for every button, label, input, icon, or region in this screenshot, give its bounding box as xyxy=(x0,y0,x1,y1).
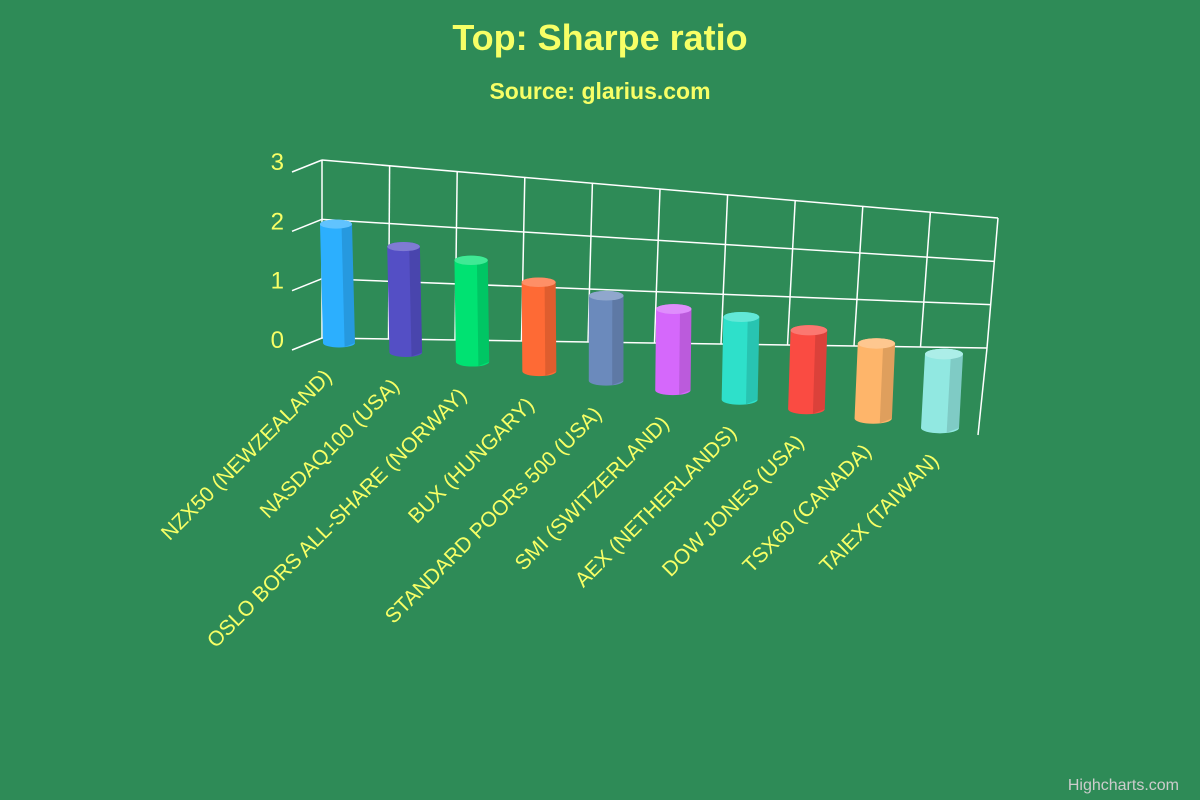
bar-body xyxy=(521,277,557,377)
bar-body xyxy=(788,325,828,415)
bar-top xyxy=(925,348,963,360)
bar[interactable] xyxy=(588,290,624,386)
bar-top xyxy=(857,338,896,349)
x-tick-label: TSX60 (CANADA) xyxy=(739,440,877,578)
bar-body xyxy=(921,348,963,434)
y-tick-label: 3 xyxy=(271,149,284,176)
bar-body xyxy=(320,219,355,348)
bar-shade xyxy=(612,295,624,386)
gridline-x-5 xyxy=(653,188,661,344)
x-tick-label: DOW JONES (USA) xyxy=(658,431,809,582)
bar-shade xyxy=(341,224,355,348)
bar[interactable] xyxy=(454,255,490,367)
bar-top-highlight xyxy=(790,325,828,336)
y-axis: 0 1 2 3 xyxy=(271,149,284,354)
bar-shade xyxy=(544,282,557,376)
bar-top xyxy=(588,290,624,301)
bar-top xyxy=(320,219,352,229)
x-tick-label: NASDAQ100 (USA) xyxy=(256,375,404,523)
gridline-x-8 xyxy=(853,206,864,347)
bar-body xyxy=(655,304,692,396)
gridline-y-ext-2 xyxy=(291,218,323,233)
bar-body xyxy=(387,242,423,358)
credit-link[interactable]: Highcharts.com xyxy=(1068,777,1179,794)
bar-top xyxy=(521,277,556,288)
bar-top xyxy=(723,311,760,323)
bar-shade xyxy=(679,309,692,395)
chart-subtitle: Source: glarius.com xyxy=(489,78,710,104)
bar-top xyxy=(790,325,828,336)
bar-top-highlight xyxy=(925,348,963,360)
x-axis: NZX50 (NEWZEALAND)NASDAQ100 (USA)OSLO BO… xyxy=(157,365,944,652)
y-tick-label: 1 xyxy=(271,268,284,295)
bar-top xyxy=(656,304,692,315)
bar-shade xyxy=(476,260,490,367)
gridline-y-ext-0 xyxy=(291,337,323,351)
gridline-x-9 xyxy=(919,212,932,348)
floor-edge xyxy=(977,347,988,436)
gridline-y-ext-1 xyxy=(291,277,323,292)
bar[interactable] xyxy=(721,311,760,405)
bar[interactable] xyxy=(521,277,557,377)
chart-title: Top: Sharpe ratio xyxy=(452,17,747,58)
bars xyxy=(320,219,963,434)
bar-body xyxy=(854,338,896,424)
bar-top-highlight xyxy=(320,219,352,229)
gridline-x-10 xyxy=(986,217,999,349)
bar-shade xyxy=(409,246,423,357)
bar-top-highlight xyxy=(454,255,488,265)
gridline-x-7 xyxy=(786,200,796,346)
bar-shade xyxy=(879,343,896,424)
bar-top-highlight xyxy=(588,290,624,301)
bar-top-highlight xyxy=(857,338,896,349)
y-tick-label: 0 xyxy=(271,327,284,354)
bar[interactable] xyxy=(921,348,963,434)
y-tick-label: 2 xyxy=(271,208,284,235)
bar-top-highlight xyxy=(656,304,692,315)
gridline-y-ext-3 xyxy=(291,159,323,173)
gridline-x-6 xyxy=(720,194,729,345)
bar-body xyxy=(721,311,760,405)
x-tick-label: SMI (SWITZERLAND) xyxy=(511,412,674,575)
bar-top-highlight xyxy=(387,242,420,252)
bar-shade xyxy=(946,354,963,433)
gridline-x-4 xyxy=(587,183,594,343)
bar-body xyxy=(588,290,624,386)
bar-shade xyxy=(812,330,828,414)
bar[interactable] xyxy=(387,242,423,358)
bar-top-highlight xyxy=(723,311,760,323)
bar[interactable] xyxy=(854,338,896,424)
bar-top xyxy=(387,242,420,252)
bar[interactable] xyxy=(655,304,692,396)
bar[interactable] xyxy=(320,219,355,348)
bar-top-highlight xyxy=(521,277,556,288)
bar-body xyxy=(454,255,490,367)
bar-shade xyxy=(745,317,760,405)
bar-top xyxy=(454,255,488,265)
bar[interactable] xyxy=(788,325,828,415)
